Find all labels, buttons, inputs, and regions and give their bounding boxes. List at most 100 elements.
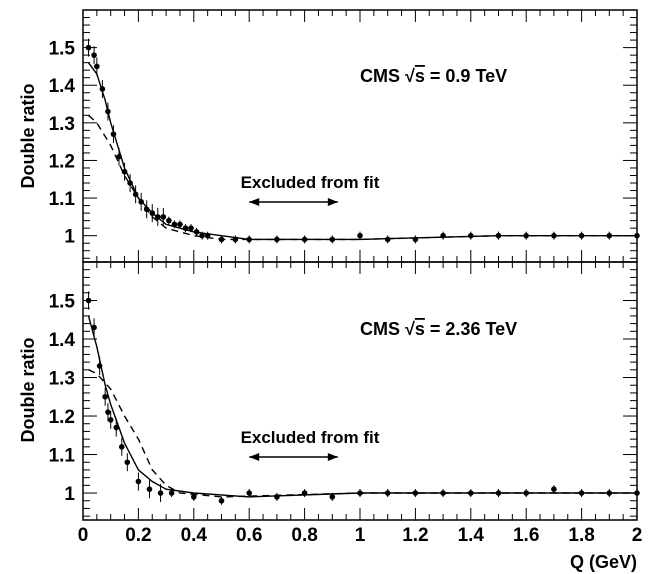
data-point xyxy=(191,494,197,500)
x-tick-label: 1 xyxy=(355,525,366,546)
data-point xyxy=(523,232,529,239)
arrow-head-right xyxy=(327,453,338,461)
title-suffix: = 0.9 TeV xyxy=(425,66,507,86)
x-tick-label: 0 xyxy=(78,525,89,546)
data-point xyxy=(143,206,150,213)
data-point xyxy=(85,297,92,304)
sqrt-symbol: √ xyxy=(405,319,415,339)
data-point xyxy=(246,236,252,243)
excluded-annotation: Excluded from fit xyxy=(241,173,380,192)
x-tick-label: 1.6 xyxy=(513,525,539,546)
panel-bottom: 1 1.1 1.2 1.3 1.4 1.5 0 0.2 0.4 0.6 0.8 1 1.2 1.4 1.6… xyxy=(18,261,643,572)
data-point xyxy=(91,324,97,331)
data-point xyxy=(384,236,391,243)
data-point xyxy=(440,232,446,239)
data-point xyxy=(138,199,144,205)
data-point xyxy=(634,490,640,496)
data-point xyxy=(102,393,108,400)
data-point xyxy=(85,44,92,51)
data-point xyxy=(193,229,200,235)
y-tick-label: 1.2 xyxy=(49,407,75,428)
fit-curve-solid xyxy=(87,62,637,241)
arrow-head-right xyxy=(327,198,338,206)
arrow-head-left xyxy=(249,453,260,461)
y-tick-label: 1.3 xyxy=(49,114,75,135)
y-axis-label: Double ratio xyxy=(18,337,38,442)
data-point xyxy=(218,497,225,504)
data-point xyxy=(149,210,156,216)
data-point xyxy=(357,490,363,496)
title-prefix: CMS xyxy=(360,66,405,86)
data-point xyxy=(116,153,122,160)
data-point xyxy=(634,232,640,239)
y-tick-label: 1.2 xyxy=(49,151,75,172)
data-points xyxy=(85,291,640,505)
data-point xyxy=(384,490,391,496)
y-tick-label: 1.4 xyxy=(49,76,76,97)
x-tick-label: 0.2 xyxy=(125,525,151,546)
data-point xyxy=(94,63,100,70)
data-point xyxy=(606,232,613,239)
x-tick-labels: 0 0.2 0.4 0.6 0.8 1 1.2 1.4 1.6 1.8 2 xyxy=(78,525,643,546)
sqrt-symbol: √ xyxy=(405,66,415,86)
data-point xyxy=(171,221,178,228)
y-tick-label: 1.5 xyxy=(49,39,76,60)
energy-title: CMS √s = 0.9 TeV xyxy=(360,66,507,86)
y-tick-label: 1.3 xyxy=(49,369,75,390)
tick-marks xyxy=(82,9,638,262)
data-point xyxy=(182,225,189,231)
sqrt-arg: s xyxy=(415,319,425,339)
data-point xyxy=(199,232,205,239)
excluded-annotation: Excluded from fit xyxy=(241,428,380,447)
data-point xyxy=(118,444,125,450)
data-point xyxy=(218,236,225,243)
x-tick-label: 1.2 xyxy=(402,525,428,546)
y-tick-labels: 1 1.1 1.2 1.3 1.4 1.5 xyxy=(49,39,76,248)
data-point xyxy=(168,490,175,496)
data-point xyxy=(146,486,153,492)
title-suffix: = 2.36 TeV xyxy=(425,319,517,339)
data-point xyxy=(329,494,336,500)
x-tick-label: 0.8 xyxy=(291,525,317,546)
data-point xyxy=(204,232,211,239)
data-point xyxy=(357,232,363,239)
data-point xyxy=(127,180,133,186)
excluded-range-arrow xyxy=(249,198,338,206)
fit-curves xyxy=(87,62,637,241)
x-tick-label: 0.6 xyxy=(236,525,262,546)
panel-top: 1 1.1 1.2 1.3 1.4 1.5 Double ratio CMS √s = 0… xyxy=(18,9,640,263)
data-point xyxy=(110,131,117,137)
x-axis-label: Q (GeV) xyxy=(570,552,637,572)
fit-curve-solid xyxy=(87,315,637,498)
data-point xyxy=(177,221,183,228)
data-point xyxy=(274,236,280,243)
y-tick-labels: 1 1.1 1.2 1.3 1.4 1.5 xyxy=(49,292,76,506)
plot-frame xyxy=(82,261,638,521)
data-point xyxy=(121,168,128,175)
data-point xyxy=(301,236,308,243)
y-tick-label: 1.1 xyxy=(49,189,76,210)
data-point xyxy=(232,236,239,243)
arrow-head-left xyxy=(249,198,260,206)
data-point xyxy=(329,236,336,243)
data-point xyxy=(578,490,585,496)
data-point xyxy=(135,478,142,485)
data-point xyxy=(105,108,111,115)
title-prefix: CMS xyxy=(360,319,405,339)
data-point xyxy=(606,490,613,496)
excluded-range-arrow xyxy=(249,453,338,461)
x-tick-label: 0.4 xyxy=(181,525,208,546)
x-tick-label: 2 xyxy=(632,525,643,546)
data-point xyxy=(246,490,252,496)
fit-curve-dashed xyxy=(88,369,637,498)
data-point xyxy=(551,486,557,492)
data-point xyxy=(107,417,114,423)
y-tick-label: 1.4 xyxy=(49,330,76,351)
data-point xyxy=(96,363,103,369)
data-point xyxy=(274,494,280,500)
data-point xyxy=(551,232,557,239)
data-point xyxy=(495,490,502,496)
data-point xyxy=(154,214,161,220)
